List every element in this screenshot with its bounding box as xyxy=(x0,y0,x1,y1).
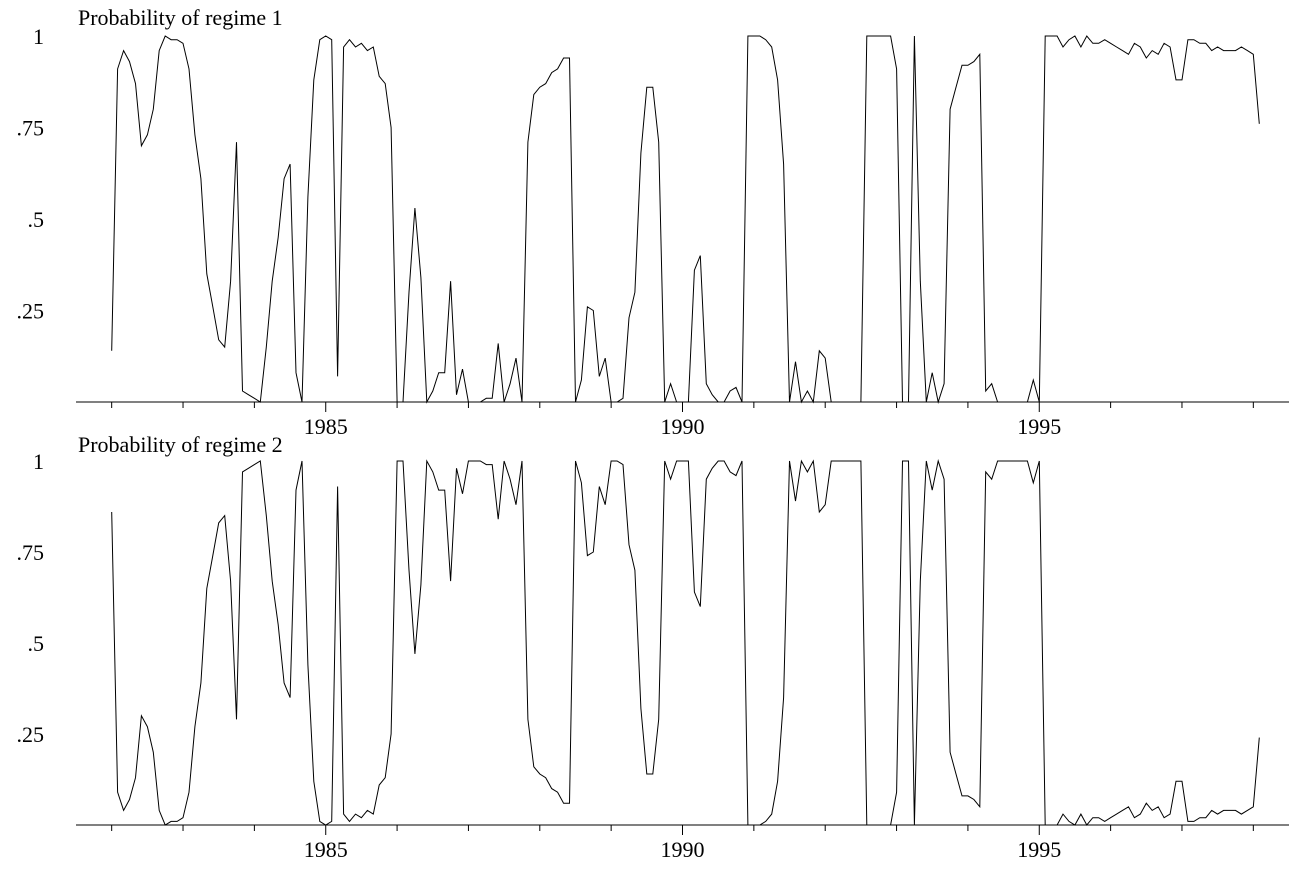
panel-title-regime-1: Probability of regime 1 xyxy=(78,5,283,30)
panel-title-regime-2: Probability of regime 2 xyxy=(78,432,283,457)
x-tick-label-regime-1: 1990 xyxy=(661,414,705,439)
y-tick-label-regime-1: 1 xyxy=(33,24,44,49)
y-tick-label-regime-2: .25 xyxy=(17,722,45,747)
panel-regime-1: Probability of regime 1 1985 1990 1995 .25.… xyxy=(17,5,1289,439)
series-line-regime-1 xyxy=(111,35,1260,404)
y-tick-label-regime-1: .75 xyxy=(17,116,45,141)
x-tick-label-regime-2: 1990 xyxy=(661,837,705,862)
x-tick-label-regime-1: 1995 xyxy=(1017,414,1061,439)
y-tick-label-regime-1: .5 xyxy=(28,207,45,232)
y-tick-label-regime-2: .75 xyxy=(17,540,45,565)
y-tick-label-regime-2: .5 xyxy=(28,631,45,656)
y-tick-label-regime-2: 1 xyxy=(33,449,44,474)
series-line-regime-2 xyxy=(111,459,1260,826)
x-tick-label-regime-1: 1985 xyxy=(304,414,348,439)
x-tick-label-regime-2: 1995 xyxy=(1017,837,1061,862)
y-tick-label-regime-1: .25 xyxy=(17,299,45,324)
x-tick-label-regime-2: 1985 xyxy=(304,837,348,862)
panel-regime-2: Probability of regime 2 1985 1990 1995 .25.… xyxy=(17,432,1289,862)
